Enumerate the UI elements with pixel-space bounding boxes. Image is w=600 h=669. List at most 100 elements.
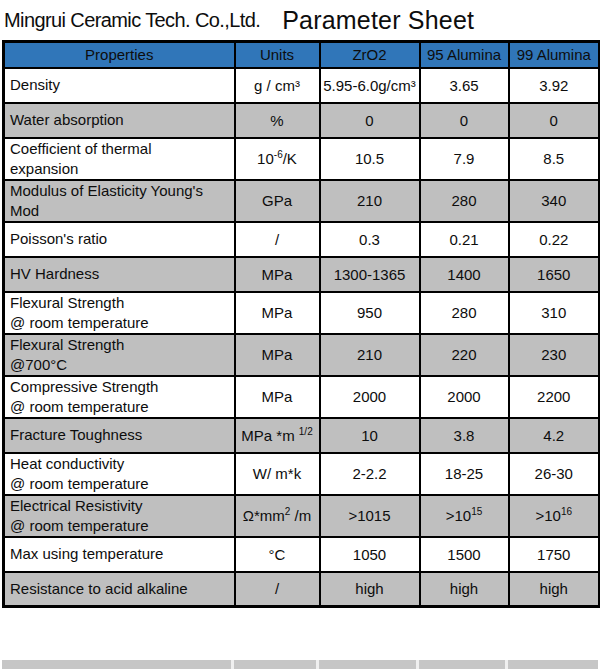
unit-cell: /: [235, 222, 320, 257]
property-cell: Flexural Strength@700°C: [4, 334, 235, 376]
value-cell-95 Alumina: 3.8: [420, 418, 509, 453]
value-cell-99 Alumina: 340: [509, 180, 600, 222]
page-title: Parameter Sheet: [282, 6, 474, 35]
value-cell-95 Alumina: 2000: [420, 376, 509, 418]
property-cell: Max using temperature: [4, 537, 235, 572]
unit-cell: g / cm³: [235, 68, 320, 103]
value-cell-95 Alumina: >1015: [420, 495, 509, 537]
value-cell-99 Alumina: 4.2: [509, 418, 600, 453]
value-cell-ZrO2: 5.95-6.0g/cm³: [320, 68, 420, 103]
value-cell-ZrO2: 1300-1365: [320, 257, 420, 292]
value-cell-ZrO2: 0.3: [320, 222, 420, 257]
property-cell: Modulus of Elasticity Young'sMod: [4, 180, 235, 222]
value-cell-ZrO2: 2000: [320, 376, 420, 418]
column-divider-mark: [416, 660, 419, 669]
value-cell-99 Alumina: 2200: [509, 376, 600, 418]
property-cell: Compressive Strength@ room temperature: [4, 376, 235, 418]
unit-cell: /: [235, 572, 320, 607]
value-cell-95 Alumina: 0: [420, 103, 509, 138]
value-cell-ZrO2: 1050: [320, 537, 420, 572]
unit-cell: GPa: [235, 180, 320, 222]
value-cell-95 Alumina: 7.9: [420, 138, 509, 180]
table-row: Flexural Strength@700°CMPa210220230: [4, 334, 600, 376]
property-cell: Density: [4, 68, 235, 103]
unit-cell: Ω*mm2 /m: [235, 495, 320, 537]
table-row: Heat conductivity@ room temperatureW/ m*…: [4, 453, 600, 495]
table-row: Densityg / cm³5.95-6.0g/cm³3.653.92: [4, 68, 600, 103]
column-divider-mark: [505, 660, 508, 669]
table-row: Water absorption%000: [4, 103, 600, 138]
table-overflow-strip: [2, 660, 598, 669]
value-cell-99 Alumina: 0: [509, 103, 600, 138]
value-cell-99 Alumina: >1016: [509, 495, 600, 537]
value-cell-95 Alumina: high: [420, 572, 509, 607]
property-cell: Coefficient of thermalexpansion: [4, 138, 235, 180]
value-cell-99 Alumina: 0.22: [509, 222, 600, 257]
value-cell-99 Alumina: high: [509, 572, 600, 607]
parameter-sheet-page: Mingrui Ceramic Tech. Co.,Ltd. Parameter…: [0, 0, 600, 669]
column-header-4: 99 Alumina: [509, 42, 600, 68]
table-row: HV HardnessMPa1300-136514001650: [4, 257, 600, 292]
unit-cell: 10-6/K: [235, 138, 320, 180]
value-cell-99 Alumina: 3.92: [509, 68, 600, 103]
table-row: Fracture ToughnessMPa *m 1/2103.84.2: [4, 418, 600, 453]
column-divider-mark: [231, 660, 234, 669]
property-cell: Water absorption: [4, 103, 235, 138]
column-header-2: ZrO2: [320, 42, 420, 68]
unit-cell: %: [235, 103, 320, 138]
company-name: Mingrui Ceramic Tech. Co.,Ltd.: [4, 9, 260, 32]
value-cell-95 Alumina: 0.21: [420, 222, 509, 257]
property-cell: Heat conductivity@ room temperature: [4, 453, 235, 495]
value-cell-99 Alumina: 8.5: [509, 138, 600, 180]
value-cell-99 Alumina: 310: [509, 292, 600, 334]
column-divider-mark: [316, 660, 319, 669]
table-row: Flexural Strength@ room temperatureMPa95…: [4, 292, 600, 334]
property-cell: Flexural Strength@ room temperature: [4, 292, 235, 334]
property-cell: Fracture Toughness: [4, 418, 235, 453]
value-cell-95 Alumina: 1400: [420, 257, 509, 292]
unit-cell: °C: [235, 537, 320, 572]
title-bar: Mingrui Ceramic Tech. Co.,Ltd. Parameter…: [0, 0, 600, 40]
unit-cell: MPa: [235, 257, 320, 292]
table-row: Coefficient of thermalexpansion10-6/K10.…: [4, 138, 600, 180]
value-cell-95 Alumina: 280: [420, 180, 509, 222]
value-cell-ZrO2: 2-2.2: [320, 453, 420, 495]
table-row: Electrical Resistivity@ room temperature…: [4, 495, 600, 537]
property-cell: HV Hardness: [4, 257, 235, 292]
value-cell-95 Alumina: 220: [420, 334, 509, 376]
unit-cell: W/ m*k: [235, 453, 320, 495]
table-row: Max using temperature°C105015001750: [4, 537, 600, 572]
value-cell-ZrO2: 10: [320, 418, 420, 453]
value-cell-ZrO2: 210: [320, 334, 420, 376]
value-cell-95 Alumina: 3.65: [420, 68, 509, 103]
column-header-1: Units: [235, 42, 320, 68]
value-cell-99 Alumina: 1750: [509, 537, 600, 572]
table-row: Resistance to acid alkaline/highhighhigh: [4, 572, 600, 607]
parameter-table: PropertiesUnitsZrO295 Alumina99 Alumina …: [2, 40, 600, 608]
table-header-row: PropertiesUnitsZrO295 Alumina99 Alumina: [4, 42, 600, 68]
value-cell-95 Alumina: 280: [420, 292, 509, 334]
value-cell-ZrO2: 0: [320, 103, 420, 138]
table-row: Compressive Strength@ room temperatureMP…: [4, 376, 600, 418]
table-row: Poisson's ratio/0.30.210.22: [4, 222, 600, 257]
value-cell-95 Alumina: 1500: [420, 537, 509, 572]
value-cell-95 Alumina: 18-25: [420, 453, 509, 495]
unit-cell: MPa: [235, 292, 320, 334]
value-cell-ZrO2: high: [320, 572, 420, 607]
value-cell-99 Alumina: 1650: [509, 257, 600, 292]
value-cell-99 Alumina: 230: [509, 334, 600, 376]
value-cell-ZrO2: 210: [320, 180, 420, 222]
property-cell: Poisson's ratio: [4, 222, 235, 257]
table-row: Modulus of Elasticity Young'sModGPa21028…: [4, 180, 600, 222]
property-cell: Electrical Resistivity@ room temperature: [4, 495, 235, 537]
value-cell-ZrO2: 950: [320, 292, 420, 334]
table-body: Densityg / cm³5.95-6.0g/cm³3.653.92Water…: [4, 68, 600, 607]
unit-cell: MPa: [235, 334, 320, 376]
unit-cell: MPa *m 1/2: [235, 418, 320, 453]
unit-cell: MPa: [235, 376, 320, 418]
value-cell-ZrO2: >1015: [320, 495, 420, 537]
column-header-3: 95 Alumina: [420, 42, 509, 68]
property-cell: Resistance to acid alkaline: [4, 572, 235, 607]
value-cell-ZrO2: 10.5: [320, 138, 420, 180]
column-header-0: Properties: [4, 42, 235, 68]
